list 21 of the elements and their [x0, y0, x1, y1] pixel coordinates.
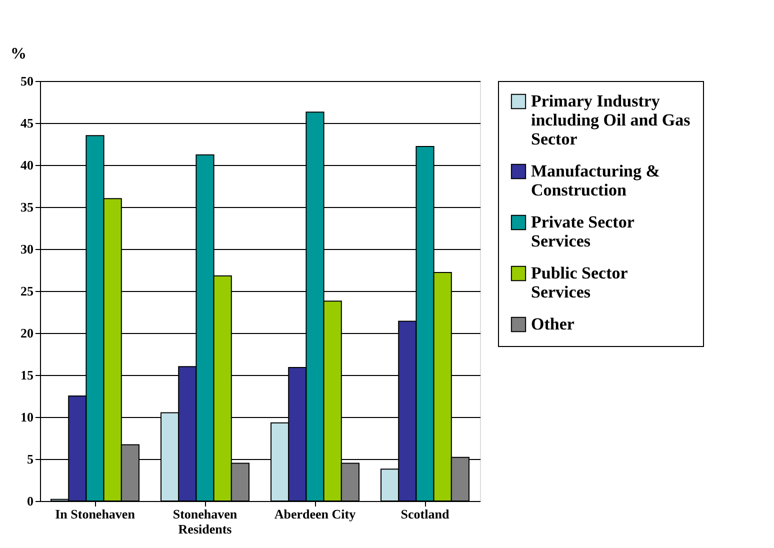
- y-tick-label: 35: [20, 200, 34, 214]
- y-axis-title: %: [10, 46, 26, 62]
- y-tick-label: 45: [20, 116, 34, 130]
- y-tick-label: 30: [20, 242, 34, 256]
- x-tick-label: Stonehaven Residents: [172, 506, 238, 536]
- x-tick-label: Aberdeen City: [274, 506, 356, 522]
- y-tick-label: 10: [20, 410, 34, 424]
- y-tick-label: 40: [20, 158, 34, 172]
- y-tick-label: 0: [27, 494, 34, 508]
- y-tick-label: 5: [27, 452, 34, 466]
- legend-label: Private Sector Services: [531, 212, 635, 250]
- y-tick-label: 25: [20, 284, 34, 298]
- legend-label: Other: [531, 314, 575, 334]
- y-tick-label: 50: [20, 74, 34, 88]
- legend-label: Manufacturing & Construction: [531, 162, 660, 200]
- x-tick-label: Scotland: [400, 506, 450, 522]
- x-tick-label: In Stonehaven: [55, 506, 136, 522]
- legend-label: Public Sector Services: [531, 264, 628, 302]
- y-tick-label: 15: [20, 368, 34, 382]
- y-tick-label: 20: [20, 326, 34, 340]
- legend-label: Primary Industry including Oil and Gas Sector: [531, 92, 691, 148]
